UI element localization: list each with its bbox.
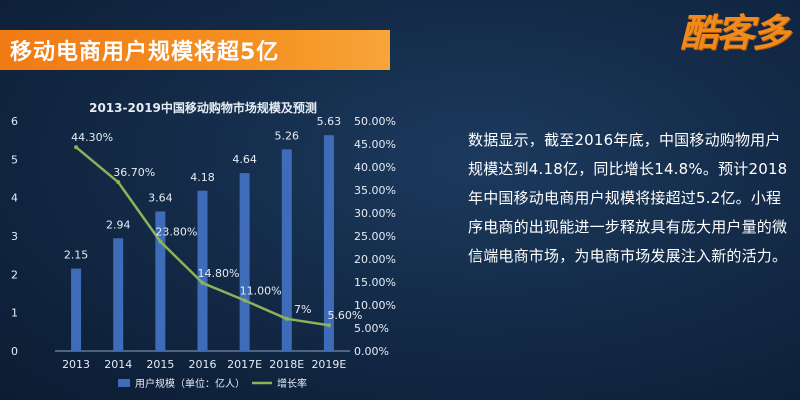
bar — [323, 135, 334, 351]
bar — [71, 268, 82, 351]
brand-logo: 酷客多 — [679, 11, 790, 55]
growth-rate-point — [284, 316, 289, 321]
y-right-tick-label: 15.00% — [354, 276, 396, 289]
page-title: 移动电商用户规模将超5亿 — [10, 40, 280, 65]
growth-rate-label: 5.60% — [327, 309, 362, 322]
y-right-tick-label: 25.00% — [354, 230, 396, 243]
bar — [281, 149, 292, 351]
bar-value-label: 3.64 — [148, 191, 173, 204]
y-right-tick-label: 35.00% — [354, 184, 396, 197]
growth-rate-label: 44.30% — [71, 131, 113, 144]
x-tick-label: 2013 — [62, 358, 90, 371]
growth-rate-label: 36.70% — [113, 166, 155, 179]
growth-rate-point — [158, 239, 163, 244]
y-left-tick-label: 2 — [11, 268, 18, 281]
growth-rate-label: 11.00% — [240, 284, 282, 297]
y-right-tick-label: 10.00% — [354, 299, 396, 312]
y-right-tick-label: 5.00% — [354, 322, 389, 335]
y-left-tick-label: 1 — [11, 307, 18, 320]
market-chart: 2013-2019中国移动购物市场规模及预测 0 1 2 3 4 5 6 0.00% 5.00% 1… — [11, 100, 396, 390]
bar — [239, 173, 250, 351]
x-tick-label: 2014 — [104, 358, 132, 371]
y-right-tick-label: 50.00% — [354, 115, 396, 128]
growth-rate-point — [74, 145, 79, 150]
y-right-tick-label: 45.00% — [354, 138, 396, 151]
bar — [155, 211, 166, 351]
x-tick-label: 2015 — [146, 358, 174, 371]
growth-rate-point — [326, 323, 331, 328]
legend-line-label: 增长率 — [277, 377, 307, 390]
y-left-tick-label: 6 — [11, 115, 18, 128]
x-tick-label: 2019E — [311, 358, 346, 371]
description-text: 数据显示，截至2016年底，中国移动购物用户规模达到4.18亿，同比增长14.8… — [468, 131, 788, 265]
x-tick-label: 2016 — [189, 358, 217, 371]
bar-value-label: 5.26 — [275, 129, 300, 142]
growth-rate-point — [200, 280, 205, 285]
growth-rate-point — [242, 298, 247, 303]
y-right-tick-label: 30.00% — [354, 207, 396, 220]
y-left-tick-label: 4 — [11, 192, 18, 205]
bar-value-label: 4.64 — [232, 153, 257, 166]
legend-bar-swatch — [118, 379, 130, 387]
y-right-tick-label: 0.00% — [354, 345, 389, 358]
y-left-tick-label: 5 — [11, 153, 18, 166]
y-right-tick-label: 20.00% — [354, 253, 396, 266]
legend-bar-label: 用户规模（单位：亿人） — [135, 377, 245, 390]
y-right-tick-label: 40.00% — [354, 161, 396, 174]
y-left-tick-label: 3 — [11, 230, 18, 243]
growth-rate-label: 23.80% — [155, 226, 197, 239]
title-banner: 移动电商用户规模将超5亿 — [0, 30, 390, 70]
growth-rate-point — [116, 180, 121, 185]
bar — [113, 238, 124, 351]
bar-value-label: 2.15 — [64, 249, 89, 262]
bar — [197, 190, 208, 351]
x-tick-label: 2018E — [269, 358, 304, 371]
bar-value-label: 4.18 — [190, 171, 215, 184]
growth-rate-label: 14.80% — [198, 267, 240, 280]
growth-rate-label: 7% — [294, 303, 311, 316]
chart-title: 2013-2019中国移动购物市场规模及预测 — [89, 100, 317, 115]
y-left-tick-label: 0 — [11, 345, 18, 358]
bar-value-label: 2.94 — [106, 218, 131, 231]
x-tick-label: 2017E — [227, 358, 262, 371]
bar-value-label: 5.63 — [317, 115, 342, 128]
